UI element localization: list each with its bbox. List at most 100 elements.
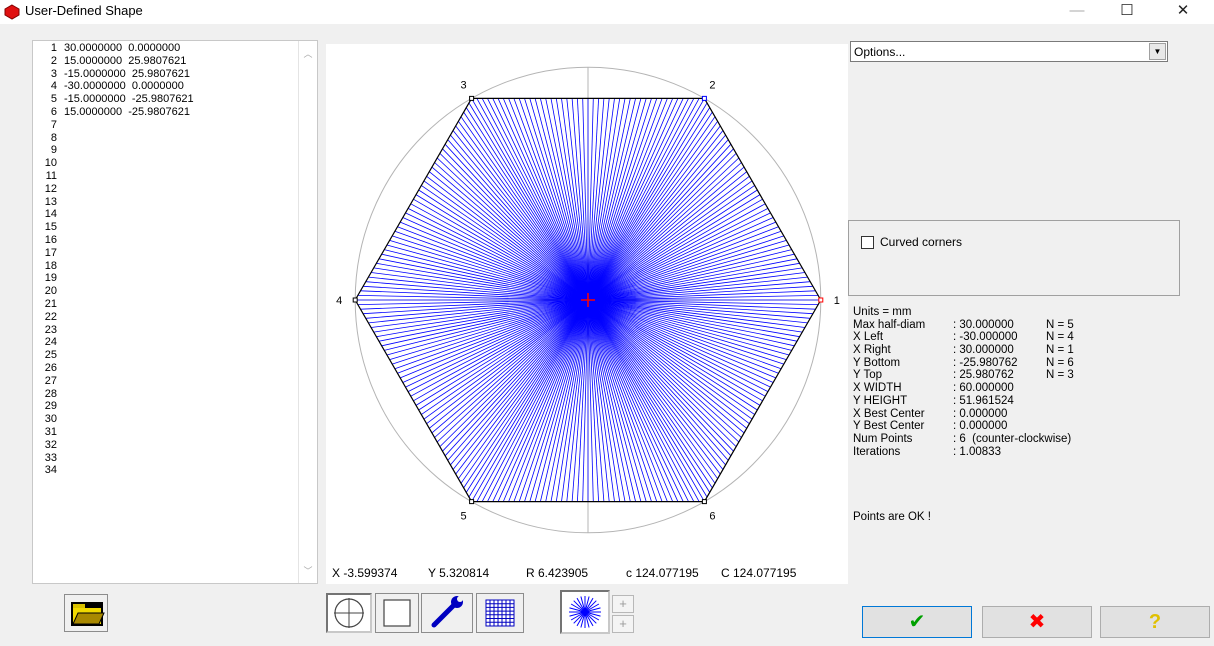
vertex-marker[interactable] [352,297,358,303]
line-number: 13 [44,195,57,208]
info-value: : 51.961524 [953,394,1014,407]
line-number: 14 [44,208,57,221]
info-value: : 60.000000 [953,382,1014,395]
info-value: : 6 (counter-clockwise) [953,432,1072,445]
line-number: 7 [50,118,57,131]
info-value: : 1.00833 [953,445,1001,458]
shape-plot[interactable]: 1 2 3 4 5 6 [326,44,848,584]
zoom-in-button[interactable]: + [612,595,634,613]
circle-view-button[interactable] [326,593,372,633]
line-number: 8 [50,131,57,144]
info-row: Y HEIGHT : 51.961524 [853,394,1014,408]
circle-crosshair-icon [334,598,364,628]
info-value: : 0.000000 [953,420,1008,433]
info-row: X Right: 30.000000 N = 1 [853,344,1074,357]
options-value: Options... [854,45,906,59]
line-number: 15 [44,221,57,234]
grid-button[interactable] [476,593,524,633]
line-number: 3 [50,67,57,80]
line-number: 30 [44,413,57,426]
line-number: 25 [44,349,57,362]
line-number: 20 [44,285,57,298]
cancel-button[interactable]: ✖ [982,606,1092,638]
grid-icon [485,599,515,627]
point-row[interactable]: 15.0000000 25.9807621 [64,54,187,67]
scroll-up-icon[interactable]: ︿ [303,49,313,59]
info-row: X Best Center: 0.000000 [853,408,1007,421]
zoom-out-button[interactable]: + [612,615,634,633]
info-label: Y Best Center [853,420,925,433]
info-value: : -30.000000 [953,331,1018,344]
point-row[interactable]: 30.0000000 0.0000000 [64,42,181,54]
info-label: Y Bottom [853,356,901,369]
vertex-marker[interactable] [701,499,707,505]
close-button[interactable]: ✕ [1176,2,1190,19]
curved-corners-checkbox[interactable] [861,236,874,249]
chevron-down-icon[interactable]: ▼ [1149,43,1166,60]
curved-corners-label[interactable]: Curved corners [880,235,963,249]
info-label: Y HEIGHT [853,394,908,407]
rectangle-icon [383,599,411,627]
line-number: 26 [44,361,57,374]
line-number: 18 [44,259,57,272]
line-number: 33 [44,451,57,464]
radial-lines [355,98,821,502]
readout-r: R 6.423905 [526,566,589,580]
info-row: Iterations: 1.00833 [853,446,1001,459]
info-value: : 30.000000 [953,318,1014,331]
line-number: 22 [44,310,57,323]
vertex-marker[interactable] [469,499,475,505]
line-numbers: 1 2 3 4 5 6 7 8 9 10 11 12 13 14 15 16 17 18 19 20 21 22 23 24 2… [33,42,57,477]
point-row[interactable]: 15.0000000 -25.9807621 [64,105,191,118]
points-editor[interactable]: 1 2 3 4 5 6 7 8 9 10 11 12 13 14 15 16 17 18 19 20 21 22 23 24 2… [32,40,318,584]
vertex-marker[interactable] [469,95,475,101]
vertex-label: 2 [709,80,715,92]
units-text: Units = mm [853,306,912,318]
ok-button[interactable]: ✔ [862,606,972,638]
vertex-label: 4 [336,295,342,307]
info-n: N = 3 [1046,369,1074,382]
checkmark-icon: ✔ [908,611,926,633]
line-number: 19 [44,272,57,285]
line-number: 10 [44,157,57,170]
app-icon [4,4,20,20]
vertex-marker[interactable] [818,297,824,303]
info-value: : 25.980762 [953,369,1014,382]
line-number: 6 [50,105,57,118]
shape-canvas[interactable]: 1 2 3 4 5 6 X -3.599374 Y 5.320814 R 6.423905… [326,44,848,584]
status-message: Points are OK ! [853,511,931,523]
line-number: 32 [44,438,57,451]
wrench-icon [431,596,463,628]
line-number: 9 [50,144,57,157]
point-row[interactable]: -15.0000000 -25.9807621 [64,93,194,106]
maximize-button[interactable]: ☐ [1120,2,1134,19]
info-label: X WIDTH [853,382,902,395]
minimize-button[interactable]: — [1069,2,1085,19]
info-n: N = 6 [1046,356,1074,369]
line-number: 23 [44,323,57,336]
help-button[interactable]: ? [1100,606,1210,638]
info-n: N = 5 [1046,318,1074,331]
line-number: 16 [44,233,57,246]
line-number: 29 [44,400,57,413]
point-row[interactable]: -15.0000000 25.9807621 [64,67,191,80]
point-row[interactable]: -30.0000000 0.0000000 [64,80,184,93]
scroll-down-icon[interactable]: ﹀ [303,566,313,576]
vertex-marker[interactable] [701,95,707,101]
info-row: Y Top: 25.980762 N = 3 [853,369,1074,382]
settings-button[interactable] [421,593,473,633]
line-number: 11 [45,169,57,182]
rectangle-view-button[interactable] [375,593,419,633]
info-row: Num Points: 6 (counter-clockwise) [853,433,1071,446]
info-value: : 30.000000 [953,344,1014,357]
options-dropdown[interactable]: Options... ▼ [850,41,1168,62]
editor-scrollbar[interactable]: ︿ ﹀ [298,41,317,583]
points-text[interactable]: 30.0000000 0.0000000 15.0000000 25.980762… [64,42,194,119]
info-row: Y Best Center : 0.000000 [853,420,1007,433]
curved-corners-group: Curved corners [848,220,1180,296]
vertex-label: 1 [834,295,840,307]
rays-view-button[interactable] [560,590,610,634]
line-number: 24 [44,336,57,349]
info-label: X Left [853,331,884,344]
open-file-button[interactable] [64,594,108,632]
